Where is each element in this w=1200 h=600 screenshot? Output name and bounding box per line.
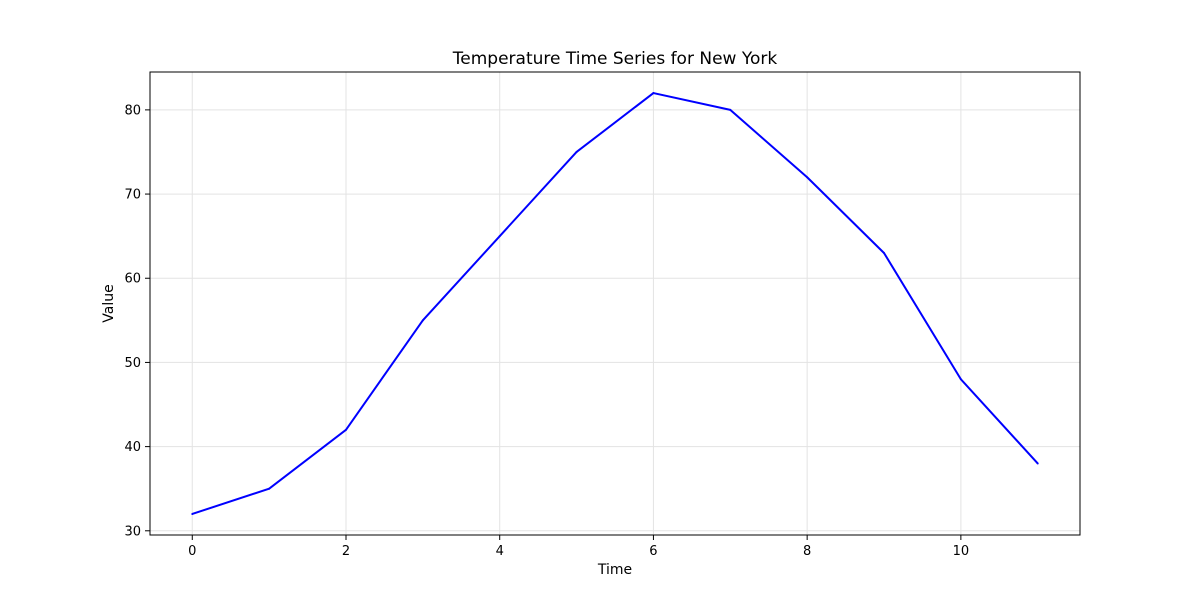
data-point — [498, 235, 501, 238]
data-point — [1036, 462, 1039, 465]
data-point — [806, 176, 809, 179]
x-axis-ticks: 0 2 4 6 8 10 — [188, 535, 969, 559]
plot-frame — [149, 71, 1081, 536]
y-axis-ticks: 30 40 50 60 70 80 — [124, 103, 150, 539]
x-tick-label: 4 — [496, 544, 504, 559]
grid — [150, 72, 1080, 535]
y-tick-label: 50 — [124, 356, 141, 371]
y-axis-label: Value — [101, 284, 117, 322]
data-point — [652, 92, 655, 95]
x-tick-label: 8 — [803, 544, 811, 559]
data-point — [191, 512, 194, 515]
y-tick-label: 70 — [124, 188, 141, 203]
y-tick-label: 30 — [124, 524, 141, 539]
chart-title: Temperature Time Series for New York — [452, 49, 778, 69]
x-tick-label: 6 — [649, 544, 657, 559]
data-point — [268, 487, 271, 490]
y-tick-label: 40 — [124, 440, 141, 455]
x-axis-label: Time — [597, 562, 632, 578]
data-point — [575, 150, 578, 153]
x-tick-label: 0 — [188, 544, 196, 559]
x-tick-label: 10 — [953, 544, 970, 559]
data-point — [421, 319, 424, 322]
x-tick-label: 2 — [342, 544, 350, 559]
data-point — [883, 251, 886, 254]
data-point — [344, 428, 347, 431]
y-tick-label: 60 — [124, 272, 141, 287]
data-point — [959, 378, 962, 381]
series-line — [191, 92, 1039, 515]
series-layer — [191, 92, 1039, 515]
data-point — [729, 108, 732, 111]
y-tick-label: 80 — [124, 103, 141, 118]
